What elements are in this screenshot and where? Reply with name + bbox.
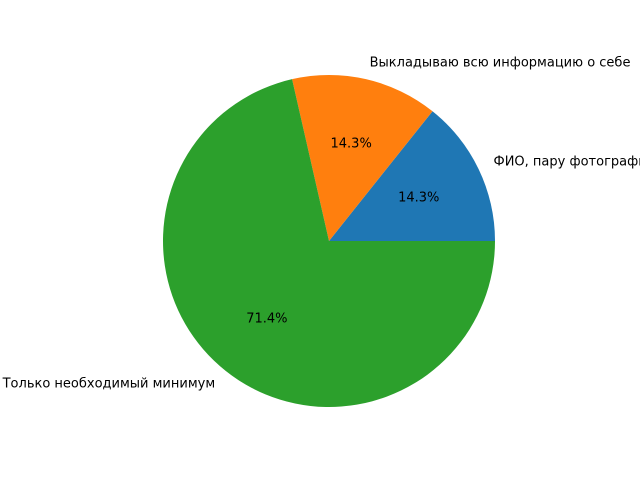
pie-slice-1: [292, 75, 433, 241]
pie-category-label-1: Выкладываю всю информацию о себе: [370, 55, 631, 70]
pie-category-label-2: Только необходимый минимум: [2, 376, 216, 391]
pie-percent-label-1: 14.3%: [331, 136, 372, 151]
pie-percent-label-2: 71.4%: [246, 311, 287, 326]
pie-category-label-0: ФИО, пару фотографий: [494, 154, 640, 169]
pie-labels: 14.3% ФИО, пару фотографий 14.3% Выкладываю…: [2, 55, 640, 391]
pie-slice-2: [163, 79, 495, 407]
pie-slice-0: [329, 111, 495, 241]
pie-slices: [163, 75, 495, 407]
pie-percent-label-0: 14.3%: [398, 190, 439, 205]
